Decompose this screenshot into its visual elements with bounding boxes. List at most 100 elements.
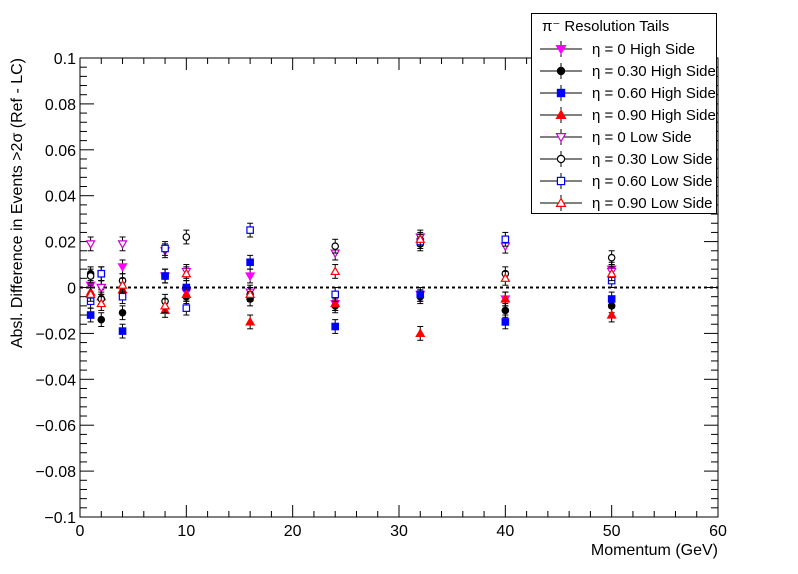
legend-label: η = 0.90 Low Side xyxy=(592,195,713,212)
marker-triangle-up xyxy=(500,293,511,303)
x-tick-label: 50 xyxy=(603,523,621,540)
data-point xyxy=(246,254,254,270)
marker-circle xyxy=(118,308,127,317)
marker-circle xyxy=(331,242,340,250)
data-point xyxy=(415,231,426,247)
marker-square xyxy=(86,311,95,319)
marker-square xyxy=(331,322,340,331)
legend-symbol xyxy=(540,85,582,101)
marker-triangle-up xyxy=(500,273,511,282)
legend-title: π⁻ Resolution Tails xyxy=(542,18,670,35)
legend-label: η = 0 High Side xyxy=(592,41,695,58)
legend-symbol xyxy=(540,41,582,57)
marker-triangle-up xyxy=(117,279,128,289)
legend-symbol xyxy=(540,195,582,211)
marker-square xyxy=(118,327,127,335)
marker-triangle-up xyxy=(415,234,426,243)
data-point xyxy=(416,287,425,302)
x-tick-label: 10 xyxy=(177,523,195,540)
data-marks xyxy=(85,222,617,341)
marker-triangle-down xyxy=(96,283,107,293)
marker-square xyxy=(556,176,566,186)
legend-entry: η = 0.30 High Side xyxy=(532,60,716,82)
series-2 xyxy=(86,254,616,339)
data-point xyxy=(161,241,169,256)
marker-circle xyxy=(556,154,566,164)
marker-square xyxy=(246,226,254,234)
data-point xyxy=(96,296,107,311)
data-point xyxy=(500,270,511,286)
marker-triangle-up xyxy=(555,197,567,207)
data-point xyxy=(118,305,127,321)
marker-circle xyxy=(607,253,616,262)
data-point xyxy=(245,268,256,284)
marker-triangle-up xyxy=(181,268,192,278)
legend-label: η = 0.60 High Side xyxy=(592,85,716,102)
legend-entry: η = 0.30 Low Side xyxy=(532,148,716,170)
y-tick-label: 0 xyxy=(67,281,76,298)
marker-circle xyxy=(556,66,566,76)
marker-square xyxy=(501,318,510,326)
x-tick-label: 60 xyxy=(709,523,727,540)
y-tick-label: 0.06 xyxy=(45,143,76,160)
legend-entry: η = 0.90 High Side xyxy=(532,104,716,126)
legend-label: η = 0.30 High Side xyxy=(592,63,716,80)
x-tick-label: 0 xyxy=(76,523,85,540)
marker-circle xyxy=(501,306,510,315)
marker-circle xyxy=(86,272,95,280)
marker-square xyxy=(501,235,510,244)
marker-square xyxy=(556,88,566,98)
data-point xyxy=(331,238,340,254)
axes: 0 10 20 30 40 50 60 −0.1 −0.08 −0.06 −0.04 −0.02 0 0.… xyxy=(36,51,727,540)
marker-square xyxy=(246,258,254,267)
legend-symbol xyxy=(540,107,582,123)
y-axis-title: Absl. Difference in Events >2σ (Ref - LC… xyxy=(9,58,26,348)
y-tick-label: 0.02 xyxy=(45,235,76,252)
legend-label: η = 0 Low Side xyxy=(592,129,692,146)
y-tick-label: 0.08 xyxy=(45,97,76,114)
x-axis-title: Momentum (GeV) xyxy=(591,542,718,559)
data-point xyxy=(245,314,256,330)
data-point xyxy=(161,268,169,284)
marker-triangle-down xyxy=(117,263,128,273)
data-point xyxy=(86,268,95,284)
data-point xyxy=(246,222,254,238)
data-point xyxy=(606,307,617,323)
marker-triangle-up xyxy=(85,289,96,298)
data-point xyxy=(607,250,616,266)
marker-triangle-up xyxy=(96,298,107,308)
marker-triangle-up xyxy=(245,289,256,298)
x-tick-label: 20 xyxy=(284,523,302,540)
data-point xyxy=(415,326,426,341)
marker-triangle-up xyxy=(160,300,171,310)
data-point xyxy=(245,287,256,302)
marker-square xyxy=(161,272,169,280)
marker-triangle-down xyxy=(555,45,567,55)
marker-square xyxy=(607,295,616,303)
marker-triangle-up xyxy=(555,109,567,119)
data-point xyxy=(182,229,191,245)
data-point xyxy=(85,236,96,252)
data-point xyxy=(85,287,96,302)
x-tick-label: 40 xyxy=(496,523,514,540)
data-point xyxy=(181,266,192,282)
y-tick-label: 0.1 xyxy=(54,51,76,68)
x-tick-label: 30 xyxy=(390,523,408,540)
y-tick-label: 0.04 xyxy=(45,189,76,206)
marker-triangle-down xyxy=(555,133,567,143)
data-point xyxy=(500,291,511,307)
y-tick-label: −0.1 xyxy=(44,510,76,527)
data-point xyxy=(182,300,191,316)
marker-triangle-down xyxy=(117,240,128,250)
legend: π⁻ Resolution Tails η = 0 High Side η = 0… xyxy=(531,13,717,214)
legend-entry: η = 0 Low Side xyxy=(532,126,716,148)
data-point xyxy=(501,231,510,247)
data-point xyxy=(117,236,128,252)
data-point xyxy=(117,277,128,293)
y-tick-label: −0.06 xyxy=(36,418,77,435)
marker-triangle-up xyxy=(181,289,192,298)
series-4 xyxy=(85,229,617,300)
marker-square xyxy=(331,290,340,299)
legend-symbol xyxy=(540,173,582,189)
